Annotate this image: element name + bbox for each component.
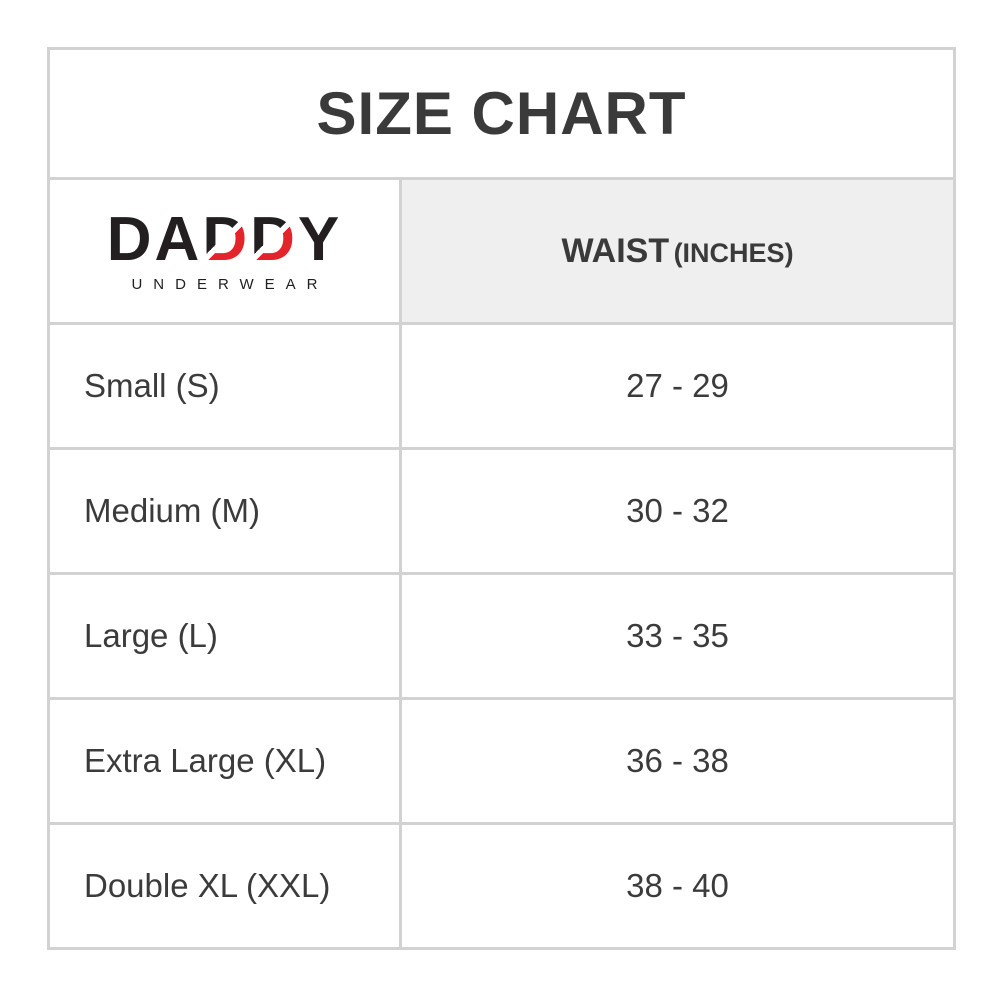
logo-wordmark: DADDY [106, 204, 343, 274]
waist-value: 27 - 29 [399, 322, 956, 450]
table-row: Extra Large (XL) 36 - 38 [47, 697, 956, 825]
table-row: Double XL (XXL) 38 - 40 [47, 822, 956, 950]
size-label: Double XL (XXL) [47, 822, 402, 950]
table-row: Large (L) 33 - 35 [47, 572, 956, 700]
logo-letter-red-split: D [250, 204, 298, 274]
size-label: Medium (M) [47, 447, 402, 575]
waist-value: 33 - 35 [399, 572, 956, 700]
logo-letter: Y [297, 204, 343, 274]
size-label: Large (L) [47, 572, 402, 700]
header-row: DADDY UNDERWEAR WAIST (INCHES) [47, 177, 956, 325]
waist-header-cell: WAIST (INCHES) [399, 177, 956, 325]
waist-value: 30 - 32 [399, 447, 956, 575]
logo-letter: A [154, 204, 203, 274]
waist-header-unit: (INCHES) [673, 237, 794, 268]
brand-logo-cell: DADDY UNDERWEAR [47, 177, 402, 325]
table-row: Small (S) 27 - 29 [47, 322, 956, 450]
size-label: Extra Large (XL) [47, 697, 402, 825]
daddy-underwear-logo: DADDY UNDERWEAR [106, 204, 343, 293]
waist-value: 38 - 40 [399, 822, 956, 950]
size-label: Small (S) [47, 322, 402, 450]
logo-subtitle: UNDERWEAR [131, 275, 329, 293]
title-row: SIZE CHART [47, 47, 956, 180]
waist-value: 36 - 38 [399, 697, 956, 825]
table-row: Medium (M) 30 - 32 [47, 447, 956, 575]
size-chart-table: SIZE CHART DADDY UNDERWEAR WAIST (INCHES… [47, 47, 956, 950]
logo-letter-red-split: D [202, 204, 251, 274]
logo-letter: D [106, 204, 155, 274]
page-title: SIZE CHART [47, 47, 956, 180]
waist-header-label: WAIST [561, 231, 670, 270]
